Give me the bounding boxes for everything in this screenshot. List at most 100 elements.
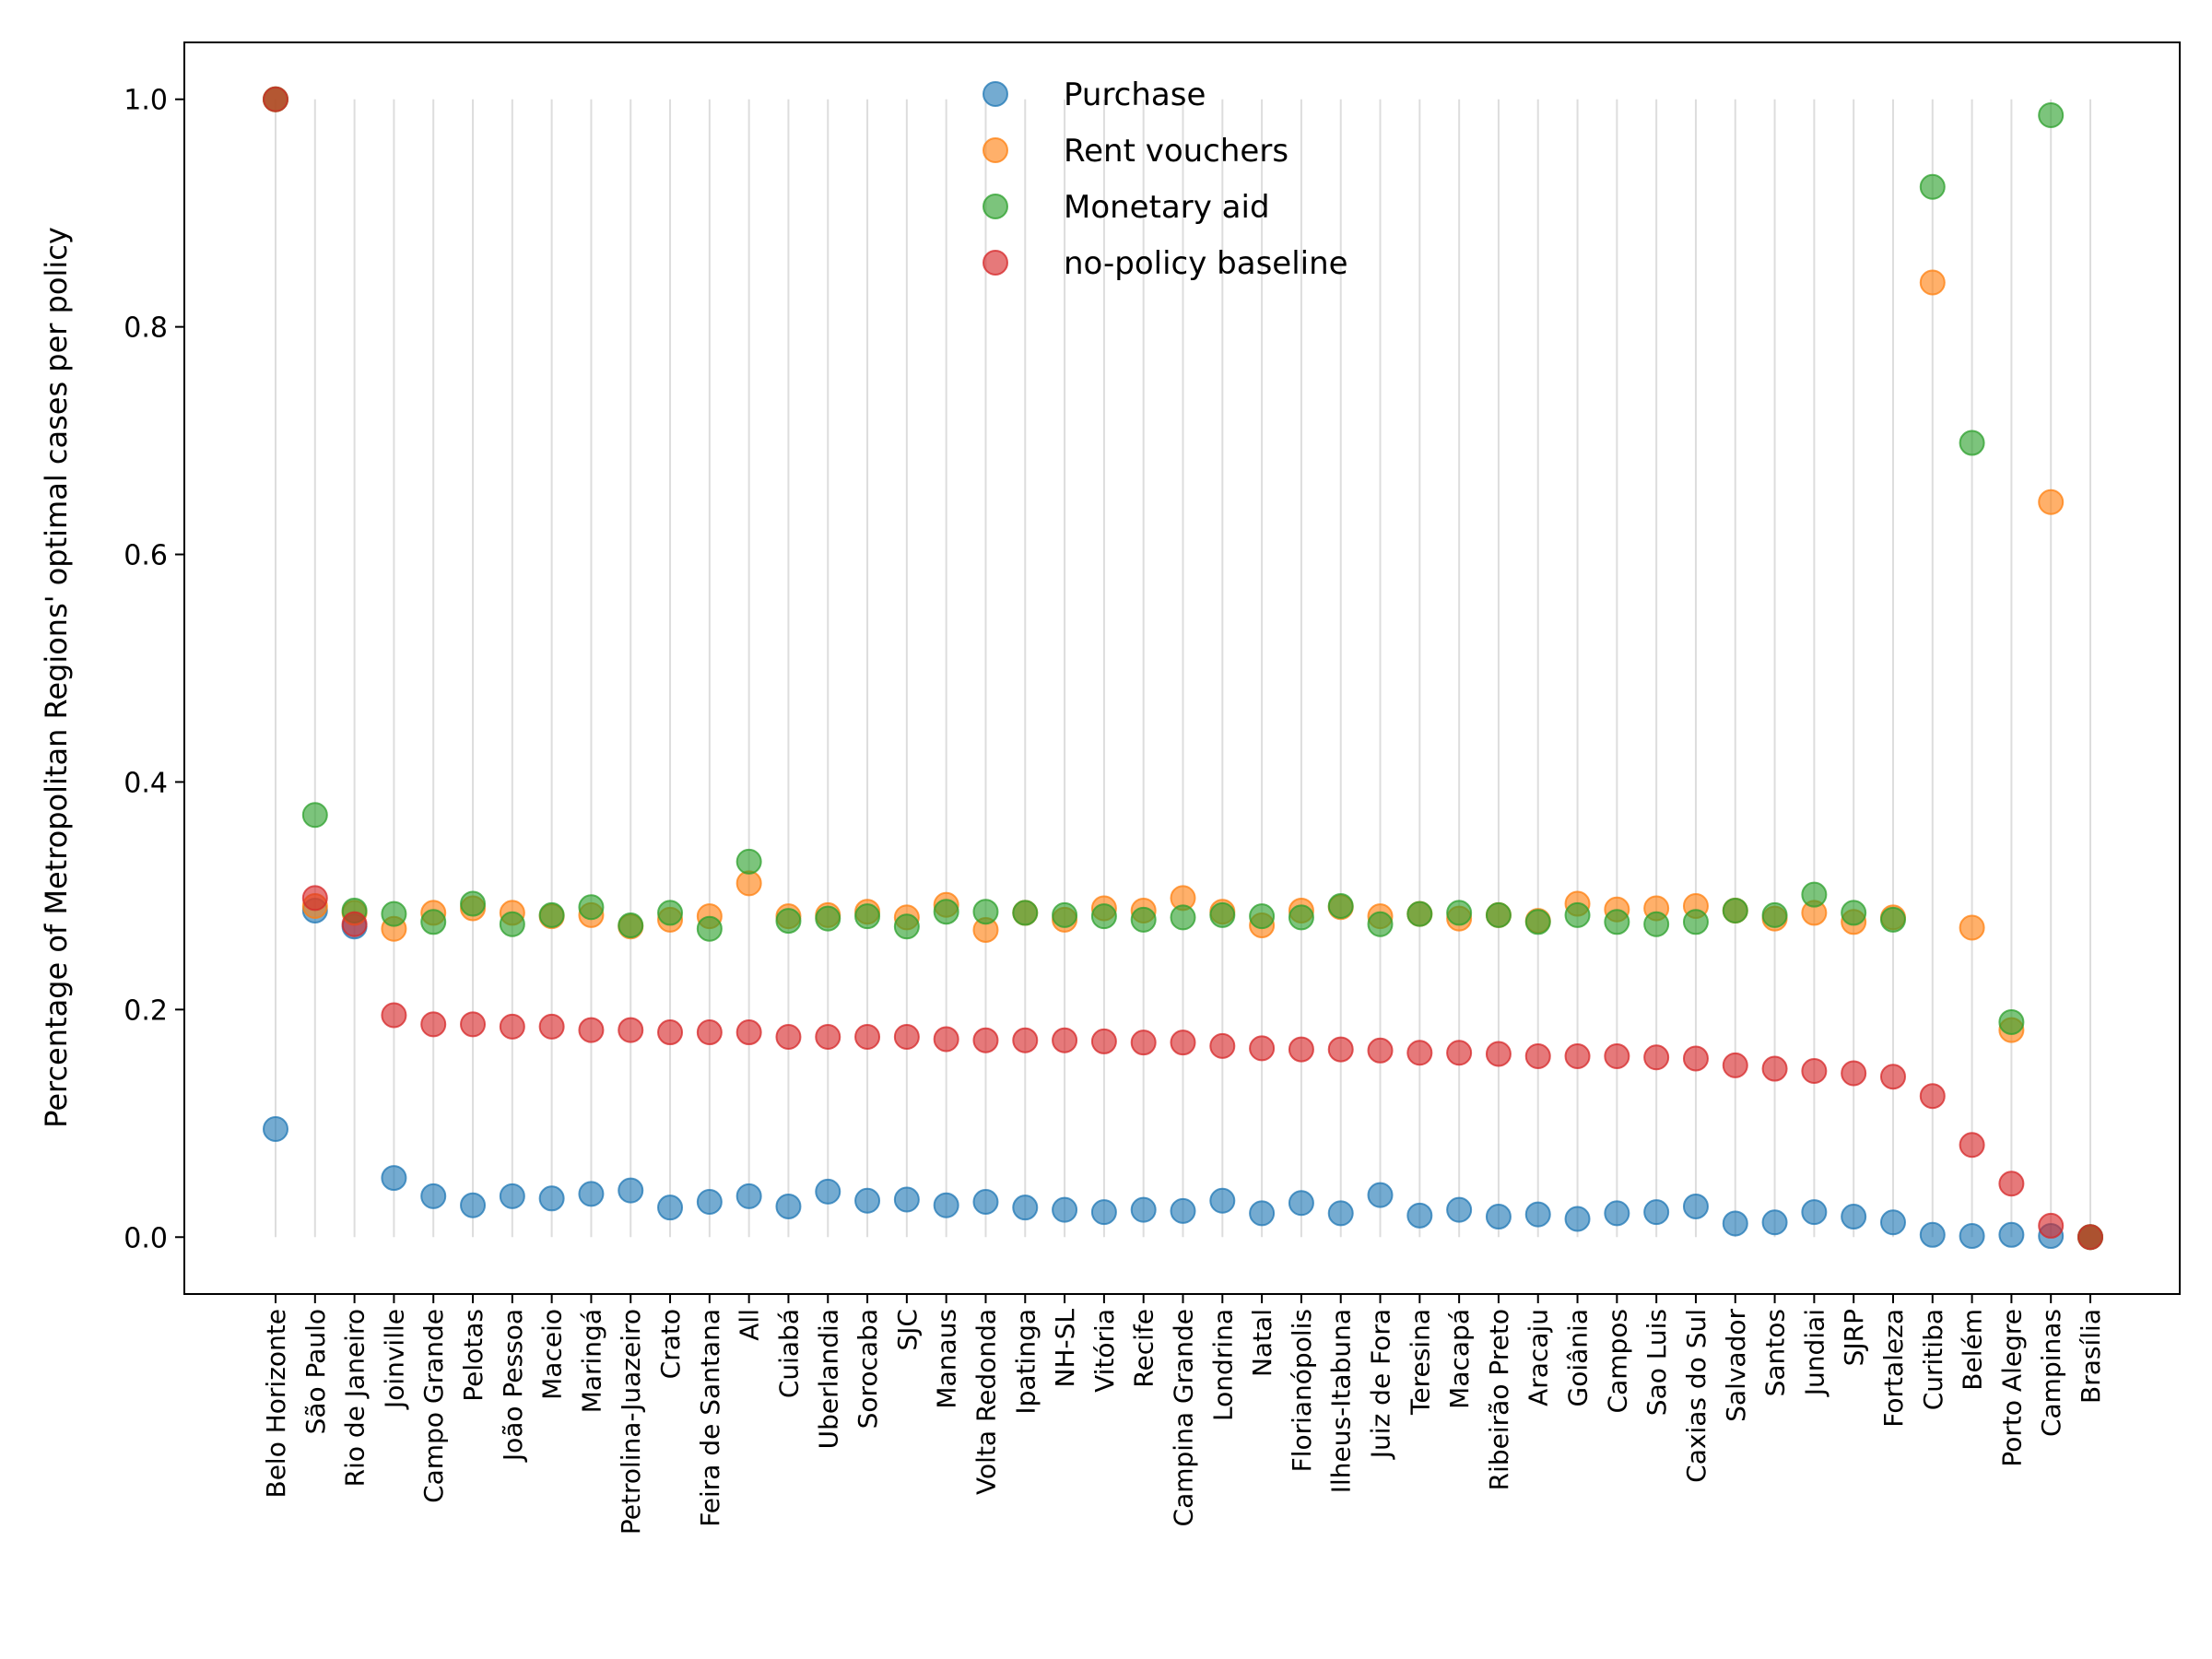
point-no-policy-baseline [1327,1036,1354,1063]
point-purchase [499,1182,525,1209]
x-tick-label: Crato [655,1309,686,1379]
x-tick-label: SJRP [1839,1309,1869,1366]
point-purchase [1130,1196,1157,1223]
point-no-policy-baseline [1170,1030,1196,1056]
point-purchase [1682,1193,1709,1219]
point-purchase [1524,1201,1551,1228]
point-monetary-aid [381,900,407,927]
point-no-policy-baseline [578,1017,605,1043]
legend-label: no-policy baseline [1064,245,1348,282]
x-tick-label: Recife [1129,1309,1159,1388]
point-monetary-aid [854,903,881,930]
point-purchase [657,1194,684,1221]
point-purchase [775,1193,802,1219]
point-monetary-aid [1998,1008,2025,1035]
point-no-policy-baseline [1485,1041,1512,1067]
point-no-policy-baseline [381,1002,407,1029]
point-monetary-aid [696,915,723,942]
point-no-policy-baseline [775,1023,802,1050]
point-monetary-aid [1327,893,1354,920]
point-no-policy-baseline [1879,1064,1906,1090]
point-no-policy-baseline [1012,1027,1039,1053]
x-tick-label: Macapá [1444,1309,1475,1409]
x-tick-label: Rio de Janeiro [340,1309,371,1487]
x-tick-label: Sao Luis [1641,1309,1672,1416]
point-purchase [1170,1197,1196,1224]
point-monetary-aid [1090,903,1117,930]
point-monetary-aid [1446,900,1473,926]
point-no-policy-baseline [1998,1171,2025,1197]
point-no-policy-baseline [1604,1042,1630,1069]
x-tick-label: Goiânia [1563,1309,1594,1406]
point-purchase [538,1185,565,1212]
x-tick-label: Uberlandia [813,1309,843,1449]
point-no-policy-baseline [1524,1042,1551,1069]
point-monetary-aid [420,909,447,935]
y-tick-label: 0.2 [124,994,168,1027]
point-purchase [1722,1210,1748,1237]
x-tick-label: Ilheus-Itabuna [1326,1309,1357,1493]
point-purchase [1801,1199,1828,1226]
point-purchase [1604,1200,1630,1227]
point-monetary-aid [1406,900,1433,927]
point-no-policy-baseline [1130,1030,1157,1056]
point-purchase [1446,1196,1473,1223]
x-tick-label: Petrolina-Juazeiro [616,1309,646,1535]
y-tick-label: 0.8 [124,312,168,345]
point-no-policy-baseline [341,911,368,937]
point-monetary-aid [1919,173,1946,200]
x-axis: Belo Horizonte São Paulo Rio de Janeiro Joi… [261,1294,2106,1535]
point-monetary-aid [1367,911,1394,937]
point-monetary-aid [1643,911,1670,937]
point-monetary-aid [1052,901,1078,928]
point-no-policy-baseline [1052,1027,1078,1053]
x-tick-label: Jundiai [1799,1309,1830,1397]
point-monetary-aid [1130,906,1157,933]
point-purchase [1564,1206,1591,1232]
point-monetary-aid [893,913,920,940]
legend-marker [982,250,1008,276]
x-tick-label: Campos [1602,1309,1632,1413]
point-no-policy-baseline [657,1019,684,1046]
point-no-policy-baseline [1406,1040,1433,1066]
x-tick-label: SJC [892,1309,923,1351]
point-monetary-aid [1801,881,1828,908]
x-tick-label: Porto Alegre [1996,1309,2027,1467]
point-purchase [1919,1221,1946,1248]
point-no-policy-baseline [1841,1060,1867,1087]
legend-marker [982,81,1008,107]
point-purchase [854,1187,881,1214]
point-purchase [1327,1200,1354,1227]
point-purchase [1761,1209,1788,1236]
point-no-policy-baseline [1722,1052,1748,1078]
x-tick-label: Fortaleza [1878,1309,1909,1428]
x-tick-label: Caxias do Sul [1681,1309,1712,1483]
point-purchase [1643,1199,1670,1226]
x-tick-label: Campo Grande [418,1309,449,1503]
point-monetary-aid [2038,102,2065,129]
point-monetary-aid [1288,904,1314,931]
x-tick-label: Maceio [537,1309,568,1400]
point-purchase [381,1165,407,1192]
legend-label: Rent vouchers [1064,133,1288,170]
x-tick-label: Natal [1247,1309,1277,1377]
x-tick-label: Belo Horizonte [261,1309,291,1499]
legend-label: Monetary aid [1064,189,1270,226]
x-tick-label: Santos [1760,1309,1791,1396]
point-no-policy-baseline [1446,1040,1473,1066]
point-purchase [1959,1223,1985,1250]
x-tick-label: João Pessoa [498,1309,528,1463]
x-tick-label: Joinville [379,1309,409,1410]
point-monetary-aid [578,894,605,921]
y-tick-label: 1.0 [124,85,168,117]
point-purchase [263,1115,288,1142]
point-monetary-aid [1761,901,1788,928]
point-no-policy-baseline [420,1011,447,1038]
x-tick-label: Feira de Santana [695,1309,725,1527]
point-monetary-aid [1012,900,1039,926]
y-axis-title: Percentage of Metropolitan Regions' opti… [39,227,74,1128]
point-purchase [1367,1182,1394,1208]
point-monetary-aid [460,890,487,917]
x-tick-label: Manaus [932,1309,962,1409]
